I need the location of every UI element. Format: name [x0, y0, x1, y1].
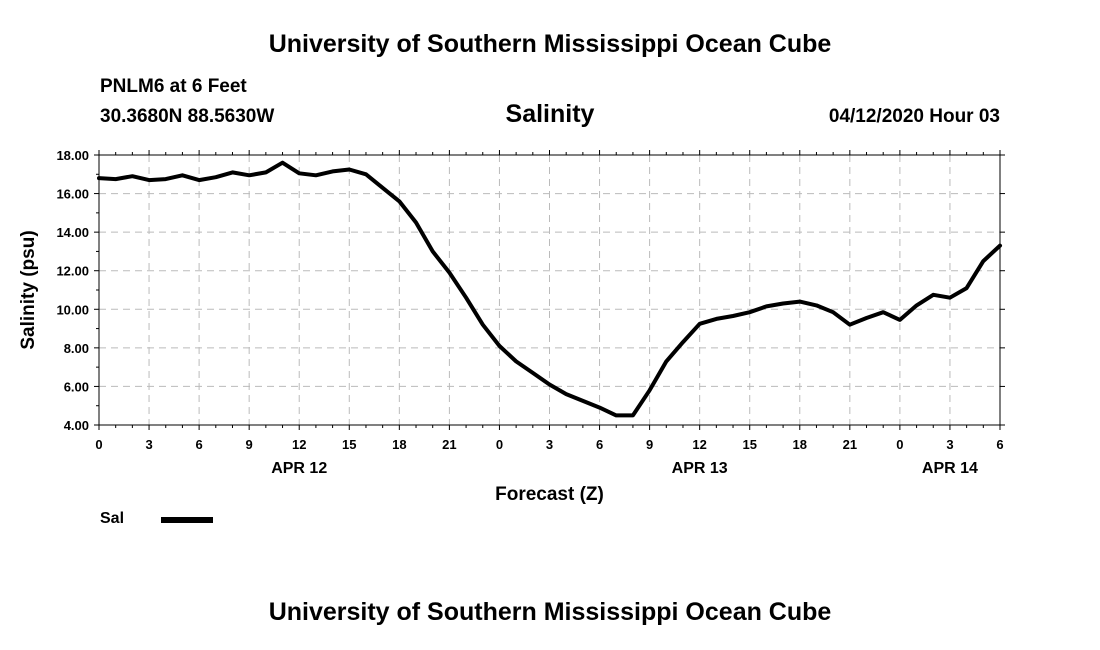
plot-frame — [98, 154, 1001, 426]
forecast-datetime: 04/12/2020 Hour 03 — [828, 106, 1000, 127]
x-tick-label: 21 — [843, 437, 857, 452]
x-date-label: APR 13 — [672, 460, 728, 477]
x-tick-label: 15 — [342, 437, 356, 452]
chart-title: Salinity — [505, 100, 595, 128]
y-tick-label: 12.00 — [56, 264, 89, 279]
x-tick-label: 18 — [392, 437, 406, 452]
y-tick-label: 10.00 — [56, 302, 89, 317]
x-tick-label: 6 — [596, 437, 603, 452]
x-tick-label: 6 — [996, 437, 1003, 452]
y-tick-label: 14.00 — [56, 225, 89, 240]
page-title: University of Southern Mississippi Ocean… — [268, 30, 832, 58]
station-coords: 30.3680N 88.5630W — [100, 106, 275, 127]
station-label: PNLM6 at 6 Feet — [100, 76, 247, 97]
x-tick-label: 9 — [246, 437, 253, 452]
series-line-sal — [97, 160, 1002, 418]
legend-label-sal: Sal — [100, 510, 125, 527]
footer-title: University of Southern Mississippi Ocean… — [268, 598, 832, 626]
x-tick-label: 0 — [896, 437, 903, 452]
x-tick-label: 9 — [646, 437, 653, 452]
x-date-label: APR 14 — [922, 460, 978, 477]
x-tick-label: 12 — [292, 437, 306, 452]
x-date-label: APR 12 — [271, 460, 327, 477]
x-tick-label: 6 — [195, 437, 202, 452]
y-axis-label: Salinity (psu) — [18, 230, 39, 349]
y-tick-label: 8.00 — [64, 341, 89, 356]
x-tick-label: 3 — [546, 437, 553, 452]
x-tick-label: 12 — [692, 437, 706, 452]
y-tick-label: 6.00 — [64, 379, 89, 394]
y-tick-label: 4.00 — [64, 418, 89, 433]
x-tick-label: 0 — [496, 437, 503, 452]
x-tick-label: 15 — [742, 437, 756, 452]
x-tick-label: 3 — [946, 437, 953, 452]
y-tick-label: 16.00 — [56, 187, 89, 202]
x-tick-label: 18 — [793, 437, 807, 452]
y-tick-label: 18.00 — [56, 148, 89, 163]
x-axis-label: Forecast (Z) — [495, 484, 604, 505]
x-tick-label: 21 — [442, 437, 456, 452]
x-tick-label: 3 — [145, 437, 152, 452]
legend-swatch-sal — [161, 517, 213, 523]
x-tick-label: 0 — [95, 437, 102, 452]
